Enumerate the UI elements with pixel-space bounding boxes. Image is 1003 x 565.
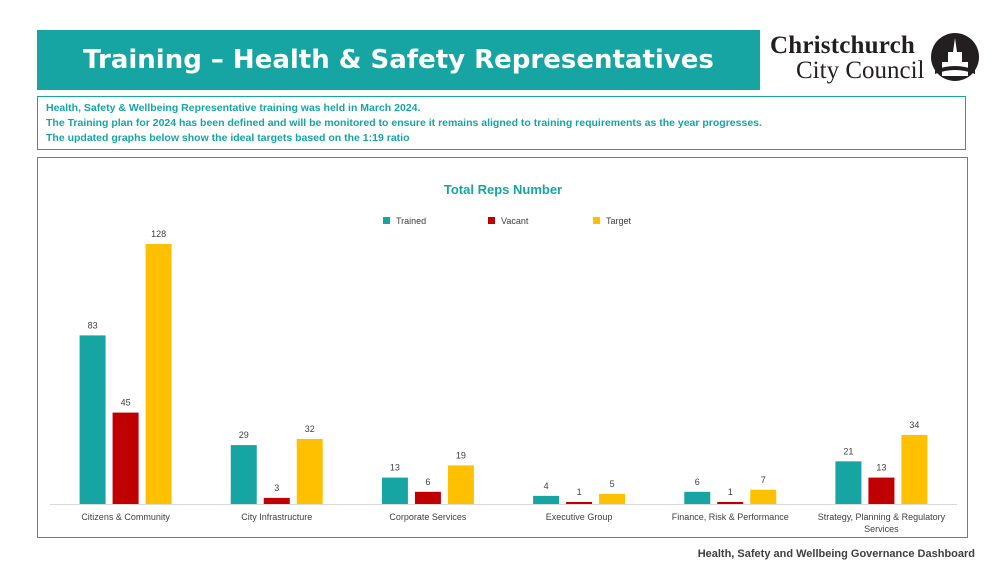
training-summary-box: Health, Safety & Wellbeing Representativ… — [37, 96, 966, 150]
data-label-vacant: 1 — [728, 487, 733, 497]
data-label-target: 7 — [761, 475, 766, 485]
legend-swatch-target — [593, 217, 600, 224]
bar-vacant — [112, 412, 139, 504]
data-label-target: 5 — [610, 479, 615, 489]
bar-vacant — [717, 501, 744, 504]
bar-trained — [230, 445, 257, 504]
data-label-target: 19 — [456, 450, 466, 460]
legend-label-vacant: Vacant — [501, 216, 529, 226]
summary-line-1: Health, Safety & Wellbeing Representativ… — [46, 102, 421, 114]
bar-target — [901, 434, 928, 504]
bar-trained — [684, 491, 711, 504]
bar-target — [750, 489, 777, 504]
category-label: Citizens & Community — [81, 512, 170, 522]
chart-title: Total Reps Number — [444, 182, 562, 197]
data-label-trained: 21 — [843, 446, 853, 456]
data-label-trained: 29 — [239, 430, 249, 440]
category-label: Strategy, Planning & Regulatory Services — [818, 512, 946, 534]
logo-text-line2: City Council — [796, 57, 925, 84]
bar-trained — [835, 461, 862, 504]
category-label: Executive Group — [546, 512, 613, 522]
bar-trained — [79, 335, 106, 504]
legend-label-target: Target — [606, 216, 632, 226]
cathedral-emblem-icon — [931, 33, 979, 81]
bar-vacant — [868, 477, 895, 504]
bar-target — [447, 465, 474, 504]
bar-vacant — [414, 491, 441, 504]
bar-target — [145, 244, 172, 504]
legend-swatch-vacant — [488, 217, 495, 224]
data-label-vacant: 3 — [274, 483, 279, 493]
bar-target — [599, 493, 626, 504]
data-label-target: 128 — [151, 229, 166, 239]
summary-line-3: The updated graphs below show the ideal … — [46, 132, 410, 144]
category-label: City Infrastructure — [241, 512, 312, 522]
data-label-trained: 13 — [390, 463, 400, 473]
category-label: Finance, Risk & Performance — [672, 512, 789, 522]
data-label-vacant: 45 — [121, 398, 131, 408]
bar-target — [296, 439, 323, 504]
page-title: Training – Health & Safety Representativ… — [37, 30, 760, 90]
data-label-target: 34 — [909, 420, 919, 430]
data-label-target: 32 — [305, 424, 315, 434]
christchurch-city-council-logo: Christchurch City Council — [770, 30, 980, 86]
data-label-trained: 4 — [544, 481, 549, 491]
data-label-trained: 6 — [695, 477, 700, 487]
data-label-vacant: 13 — [876, 463, 886, 473]
summary-line-2: The Training plan for 2024 has been defi… — [46, 117, 762, 129]
bar-trained — [381, 477, 408, 504]
bar-vacant — [263, 497, 290, 504]
logo-text-line1: Christchurch — [770, 32, 916, 59]
data-label-trained: 83 — [88, 320, 98, 330]
data-label-vacant: 6 — [425, 477, 430, 487]
dashboard-footer: Health, Safety and Wellbeing Governance … — [697, 548, 975, 560]
legend-label-trained: Trained — [396, 216, 426, 226]
total-reps-chart: Total Reps Number Trained Vacant Target 83 45… — [37, 157, 968, 538]
category-label: Corporate Services — [389, 512, 467, 522]
data-label-vacant: 1 — [577, 487, 582, 497]
bar-vacant — [566, 501, 593, 504]
legend-swatch-trained — [383, 217, 390, 224]
bar-trained — [533, 495, 560, 504]
